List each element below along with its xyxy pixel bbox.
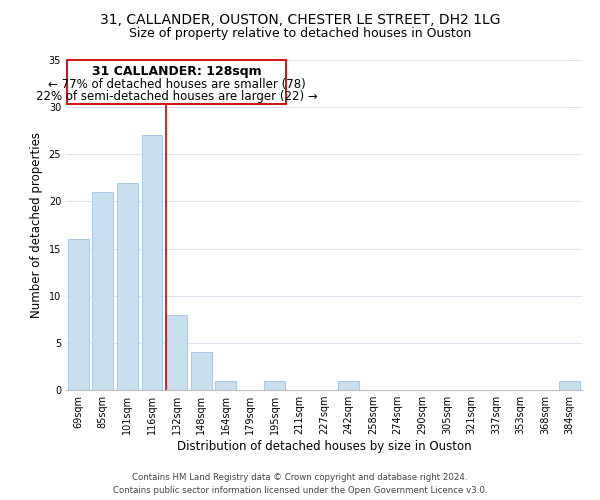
Text: 31, CALLANDER, OUSTON, CHESTER LE STREET, DH2 1LG: 31, CALLANDER, OUSTON, CHESTER LE STREET… <box>100 12 500 26</box>
Bar <box>142 136 163 390</box>
Text: 31 CALLANDER: 128sqm: 31 CALLANDER: 128sqm <box>92 64 262 78</box>
Text: 22% of semi-detached houses are larger (22) →: 22% of semi-detached houses are larger (… <box>35 90 317 103</box>
Text: ← 77% of detached houses are smaller (78): ← 77% of detached houses are smaller (78… <box>47 78 305 91</box>
Y-axis label: Number of detached properties: Number of detached properties <box>30 132 43 318</box>
Bar <box>338 380 359 390</box>
FancyBboxPatch shape <box>67 60 286 104</box>
Bar <box>191 352 212 390</box>
Bar <box>166 314 187 390</box>
Bar <box>117 182 138 390</box>
Bar <box>68 239 89 390</box>
Bar <box>92 192 113 390</box>
Bar <box>265 380 286 390</box>
Bar <box>215 380 236 390</box>
X-axis label: Distribution of detached houses by size in Ouston: Distribution of detached houses by size … <box>176 440 472 453</box>
Bar <box>559 380 580 390</box>
Text: Size of property relative to detached houses in Ouston: Size of property relative to detached ho… <box>129 28 471 40</box>
Text: Contains HM Land Registry data © Crown copyright and database right 2024.
Contai: Contains HM Land Registry data © Crown c… <box>113 474 487 495</box>
